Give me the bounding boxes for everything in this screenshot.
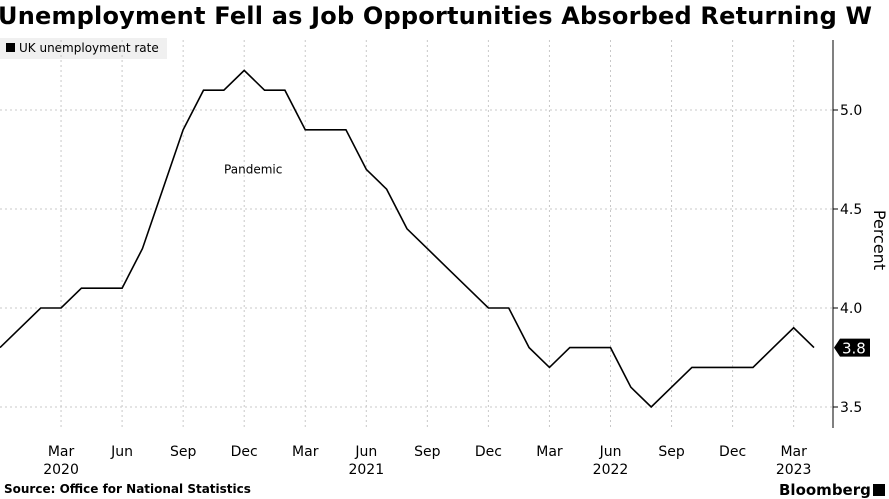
x-year-label: 2020 — [43, 462, 79, 478]
x-tick-label: Mar — [780, 444, 807, 460]
chart-title: Unemployment Fell as Job Opportunities A… — [0, 2, 873, 30]
last-value-label: 3.8 — [842, 340, 866, 358]
x-tick-label: Jun — [354, 444, 377, 460]
y-tick-label: 4.0 — [840, 301, 862, 317]
x-tick-label: Dec — [719, 444, 746, 460]
x-tick-label: Jun — [599, 444, 622, 460]
x-year-label: 2023 — [776, 462, 812, 478]
y-tick-label: 3.5 — [840, 400, 862, 416]
x-year-label: 2022 — [593, 462, 629, 478]
x-year-label: 2021 — [348, 462, 384, 478]
brand-logo: Bloomberg — [779, 481, 871, 499]
x-tick-label: Sep — [658, 444, 685, 460]
x-tick-label: Mar — [292, 444, 319, 460]
last-value-badge — [834, 338, 870, 357]
x-tick-label: Sep — [170, 444, 197, 460]
legend-swatch — [6, 43, 15, 52]
x-tick-label: Sep — [414, 444, 441, 460]
x-tick-label: Jun — [110, 444, 133, 460]
x-tick-label: Mar — [536, 444, 563, 460]
y-axis-label: Percent — [870, 210, 889, 270]
x-tick-label: Dec — [475, 444, 502, 460]
legend-label: UK unemployment rate — [19, 41, 159, 55]
y-tick-label: 4.5 — [840, 202, 862, 218]
series-line — [0, 69, 815, 409]
legend: UK unemployment rate — [0, 38, 167, 59]
annotation: Pandemic — [224, 162, 282, 176]
source-note: Source: Office for National Statistics — [4, 482, 251, 496]
x-tick-label: Mar — [48, 444, 75, 460]
x-tick-label: Dec — [231, 444, 258, 460]
y-tick-label: 5.0 — [840, 103, 862, 119]
bloomberg-icon — [873, 484, 885, 496]
